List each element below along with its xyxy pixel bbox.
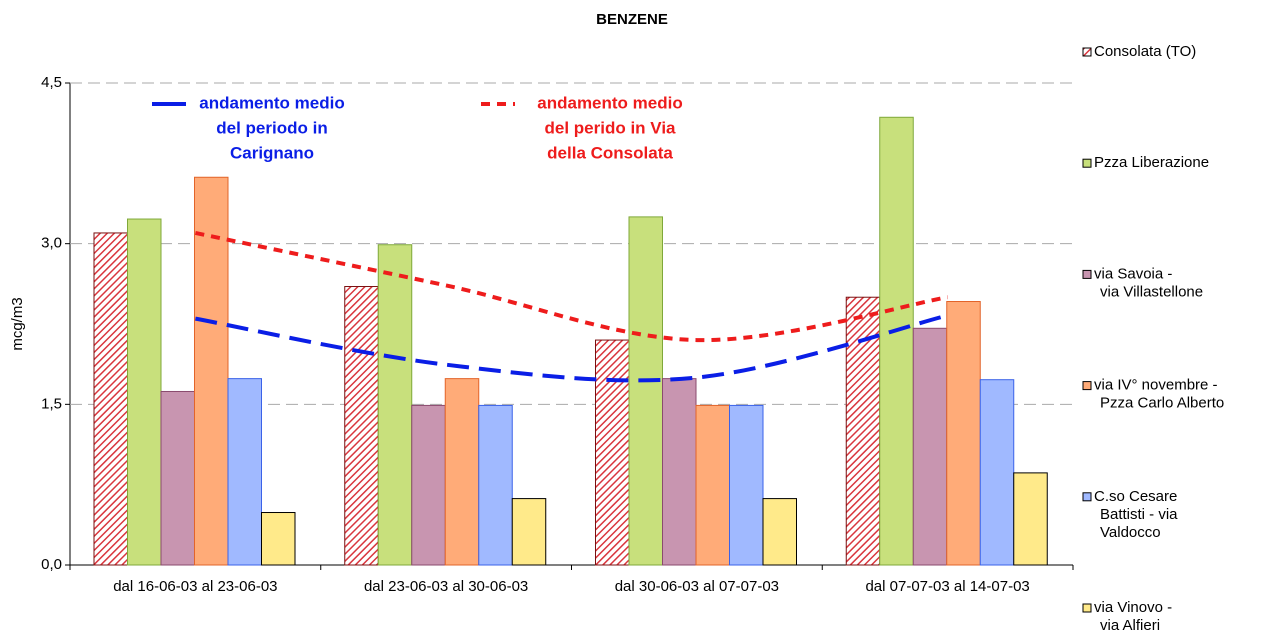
legend-label: via Savoia - (1094, 265, 1172, 282)
legend-swatch (1082, 47, 1092, 57)
legend-label: via IV° novembre - (1094, 377, 1218, 394)
bar (411, 404, 446, 566)
trend-line (195, 313, 949, 383)
bar (912, 327, 948, 566)
legend-label: Valdocco (1100, 524, 1161, 541)
bar (762, 498, 797, 566)
bar (695, 404, 730, 566)
bar (628, 216, 663, 566)
bar (93, 232, 128, 566)
legend-label: Pzza Liberazione (1094, 154, 1209, 171)
y-axis-label: mcg/m3 (9, 297, 26, 350)
x-tick-label: dal 23-06-03 al 30-06-03 (364, 578, 528, 595)
bar (444, 378, 480, 566)
annotation: del perido in Via (545, 118, 677, 137)
legend-swatch (1082, 381, 1092, 391)
legend-label: Battisti - via (1100, 506, 1178, 523)
y-tick-label: 1,5 (41, 395, 62, 412)
bar (194, 176, 229, 566)
legend-label: via Vinovo - (1094, 599, 1172, 616)
bar (946, 301, 981, 566)
bar (511, 498, 547, 566)
y-tick-label: 3,0 (41, 235, 62, 252)
annotation: andamento medio (199, 93, 344, 112)
bar (344, 286, 379, 566)
bar (979, 379, 1015, 566)
annotation: Carignano (230, 143, 314, 162)
legend-label: via Alfieri (1100, 617, 1160, 634)
legend-label: via Villastellone (1100, 283, 1203, 300)
annotation: del periodo in (216, 118, 327, 137)
bar (127, 218, 162, 566)
bar (729, 404, 764, 566)
bar (595, 339, 630, 566)
legend-swatch (1082, 269, 1092, 279)
y-tick-label: 0,0 (41, 556, 62, 573)
bar (377, 244, 413, 566)
x-tick-label: dal 07-07-03 al 14-07-03 (865, 578, 1029, 595)
trend-line (194, 230, 948, 343)
bar (478, 404, 513, 566)
x-tick-label: dal 16-06-03 al 23-06-03 (113, 578, 277, 595)
legend-swatch (1082, 492, 1092, 502)
annotation: andamento medio (537, 93, 682, 112)
annotation: della Consolata (547, 143, 673, 162)
legend-swatch (1082, 158, 1092, 168)
bar (879, 116, 914, 566)
bar (160, 390, 195, 566)
x-tick-label: dal 30-06-03 al 07-07-03 (615, 578, 779, 595)
legend-label: C.so Cesare (1094, 488, 1177, 505)
legend-label: Consolata (TO) (1094, 43, 1196, 60)
bar (1013, 472, 1048, 566)
chart-title: BENZENE (596, 11, 668, 28)
bar (662, 378, 697, 566)
legend-label: Pzza Carlo Alberto (1100, 395, 1224, 412)
y-tick-label: 4,5 (41, 74, 62, 91)
bar (261, 512, 296, 566)
legend-swatch (1082, 603, 1092, 613)
bar (227, 378, 262, 566)
